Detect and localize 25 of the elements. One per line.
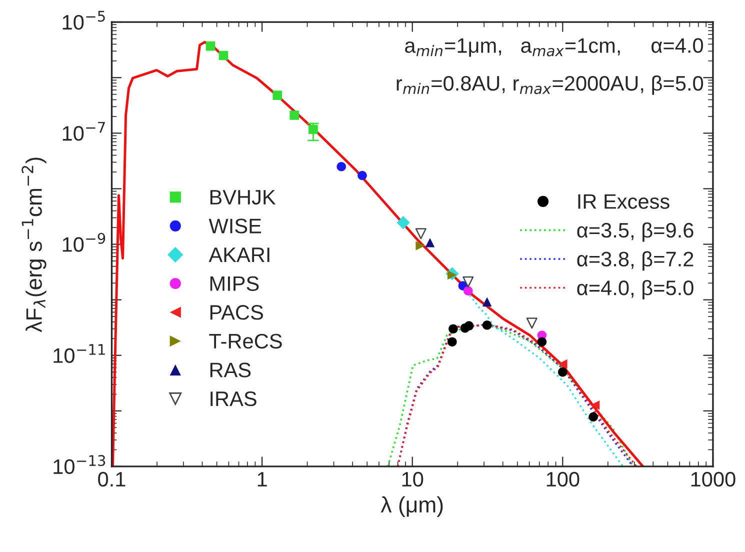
legend-label: α=4.0, β=5.0 [577, 280, 694, 300]
legend-label: WISE [208, 218, 262, 234]
legend-label: IR Excess [578, 194, 670, 209]
legend-label: PACS [210, 305, 263, 320]
legend-label: IRAS [210, 391, 256, 406]
legend-label: AKARI [208, 248, 270, 262]
legend-label: RAS [210, 362, 251, 378]
x-tick-label: 1000 [691, 472, 736, 487]
y-tick-label: 10$^{−9}$ [62, 232, 106, 252]
legend-label: T-ReCS [209, 334, 282, 349]
legend-label: α=3.8, β=7.2 [577, 251, 694, 271]
x-tick-label: 1 [258, 472, 267, 486]
x-tick-label: 10 [402, 472, 424, 487]
legend-label: α=3.5, β=9.6 [577, 222, 694, 242]
y-tick-label: 10$^{−7}$ [62, 122, 105, 141]
legend-label: MIPS [210, 276, 259, 291]
annotation: r$_{min}$=0.8AU, r$_{max}$=2000AU, β=5.0 [396, 75, 704, 95]
x-tick-label: 100 [546, 472, 580, 487]
x-axis-title: λ (μm) [380, 496, 443, 517]
annotation: a$_{min}$=1μm, a$_{max}$=1cm, α=4.0 [405, 38, 704, 57]
y-tick-label: 10$^{−11}$ [54, 344, 105, 363]
y-axis-title: λF$_{λ}$(erg s$^{−1}$cm$^{−2}$) [22, 158, 46, 332]
legend-label: BVHJK [210, 190, 276, 205]
x-tick-label: 0.1 [98, 472, 126, 487]
y-tick-label: 10$^{−5}$ [62, 10, 105, 30]
